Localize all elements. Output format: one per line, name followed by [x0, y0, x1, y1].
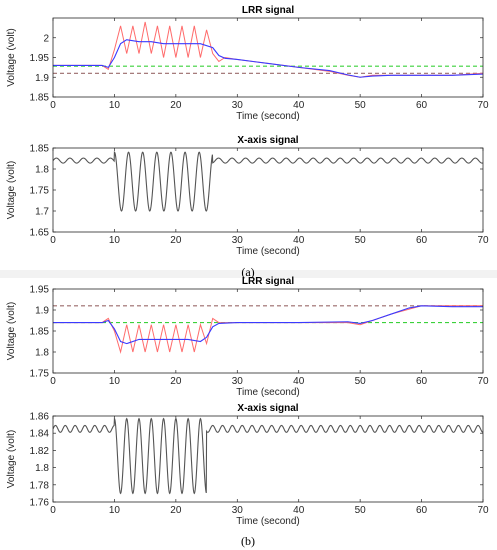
x-tick-label: 30 [232, 100, 244, 111]
x-tick-label: 50 [355, 235, 367, 246]
x-tick-label: 20 [170, 100, 182, 111]
y-tick-label: 1.85 [30, 144, 50, 155]
y-tick-label: 1.82 [30, 446, 50, 457]
chart-b-x: X-axis signal 0 10 20 30 40 50 60 70 1.76 1.78 1.8 1… [6, 403, 489, 527]
plot-area [53, 18, 483, 97]
x-tick-label: 70 [477, 100, 489, 111]
chart-title: X-axis signal [237, 135, 298, 146]
x-tick-label: 50 [355, 100, 367, 111]
y-axis-label: Voltage (volt) [6, 161, 17, 219]
y-tick-label: 1.75 [30, 186, 50, 197]
series-raw [53, 305, 483, 354]
x-tick-label: 70 [477, 235, 489, 246]
y-tick-label: 2 [43, 33, 49, 44]
y-tick-label: 1.8 [35, 348, 49, 359]
x-tick-label: 10 [109, 505, 121, 516]
axis-frame [52, 17, 484, 98]
y-tick-label: 1.85 [30, 327, 50, 338]
chart-a-lrr: LRR signal 0 10 20 30 40 50 60 70 1.85 1.9 1.95 2 Tim… [6, 5, 489, 122]
x-tick-label: 40 [293, 100, 305, 111]
x-tick-label: 30 [232, 505, 244, 516]
x-axis-label: Time (second) [236, 516, 300, 527]
chart-b-lrr: LRR signal 0 10 20 30 40 50 60 70 1.75 1.8 1.85 1.9 1… [6, 276, 489, 398]
x-tick-label: 70 [477, 376, 489, 387]
y-tick-label: 1.85 [30, 93, 50, 104]
chart-title: LRR signal [242, 276, 294, 287]
x-tick-label: 40 [293, 505, 305, 516]
axis-frame [52, 147, 484, 233]
x-tick-label: 30 [232, 376, 244, 387]
x-tick-label: 0 [50, 235, 56, 246]
series-x_signal [53, 416, 483, 495]
y-tick-label: 1.78 [30, 480, 50, 491]
chart-title: X-axis signal [237, 403, 298, 414]
y-tick-label: 1.8 [35, 165, 49, 176]
y-tick-label: 1.95 [30, 285, 50, 296]
plot-area [53, 289, 483, 373]
x-tick-label: 60 [416, 100, 428, 111]
series-filtered [53, 39, 483, 78]
chart-a-x: X-axis signal 0 10 20 30 40 50 60 70 1.65 1.7 1.75 1… [6, 135, 489, 257]
chart-title: LRR signal [242, 5, 294, 16]
axis-frame [52, 415, 484, 503]
x-tick-label: 20 [170, 376, 182, 387]
y-axis-label: Voltage (volt) [6, 430, 17, 488]
x-tick-label: 0 [50, 376, 56, 387]
x-tick-label: 10 [109, 100, 121, 111]
y-tick-label: 1.9 [35, 73, 49, 84]
x-tick-label: 10 [109, 376, 121, 387]
caption-a: (a) [241, 265, 254, 279]
y-tick-label: 1.65 [30, 228, 50, 239]
caption-b: (b) [241, 534, 255, 548]
x-tick-label: 0 [50, 505, 56, 516]
x-tick-label: 50 [355, 505, 367, 516]
y-tick-label: 1.9 [35, 306, 49, 317]
x-tick-label: 60 [416, 376, 428, 387]
x-axis-label: Time (second) [236, 246, 300, 257]
x-tick-label: 20 [170, 505, 182, 516]
y-axis-label: Voltage (volt) [6, 28, 17, 86]
x-axis-label: Time (second) [236, 111, 300, 122]
x-tick-label: 20 [170, 235, 182, 246]
y-tick-label: 1.76 [30, 498, 50, 509]
series-x_signal [53, 151, 483, 212]
axis-frame [52, 288, 484, 374]
y-tick-label: 1.84 [30, 429, 50, 440]
series-filtered [53, 305, 483, 345]
y-axis-label: Voltage (volt) [6, 302, 17, 360]
x-tick-label: 70 [477, 505, 489, 516]
y-tick-label: 1.86 [30, 412, 50, 423]
x-tick-label: 30 [232, 235, 244, 246]
x-tick-label: 60 [416, 235, 428, 246]
x-tick-label: 40 [293, 376, 305, 387]
y-tick-label: 1.7 [35, 207, 49, 218]
x-tick-label: 50 [355, 376, 367, 387]
x-tick-label: 40 [293, 235, 305, 246]
x-axis-label: Time (second) [236, 387, 300, 398]
y-tick-label: 1.95 [30, 53, 50, 64]
y-tick-label: 1.8 [35, 463, 49, 474]
x-tick-label: 0 [50, 100, 56, 111]
y-tick-label: 1.75 [30, 369, 50, 380]
x-tick-label: 60 [416, 505, 428, 516]
x-tick-label: 10 [109, 235, 121, 246]
